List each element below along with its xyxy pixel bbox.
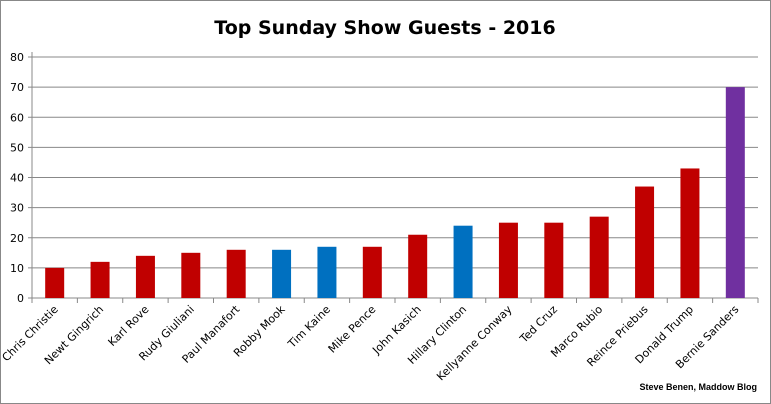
bar-karl-rove	[135, 255, 155, 298]
x-tick-label: Ted Cruz	[517, 303, 560, 346]
chart-title: Top Sunday Show Guests - 2016	[214, 17, 555, 39]
bar-mike-pence	[362, 246, 382, 298]
y-tick-label: 30	[10, 202, 24, 215]
y-tick-label: 0	[17, 292, 24, 305]
bar-kellyanne-conway	[498, 222, 518, 298]
bar-paul-manafort	[226, 249, 246, 298]
bar-reince-priebus	[635, 186, 655, 298]
bar-john-kasich	[408, 234, 428, 298]
bar-ted-cruz	[544, 222, 564, 298]
bar-bernie-sanders	[725, 87, 745, 298]
x-tick-label: Kellyanne Conway	[434, 303, 515, 384]
chart-credit: Steve Benen, Maddow Blog	[639, 382, 757, 392]
y-tick-label: 20	[10, 232, 24, 245]
bar-chris-christie	[45, 267, 65, 298]
bar-donald-trump	[680, 168, 700, 298]
y-tick-label: 80	[10, 51, 24, 64]
bar-marco-rubio	[589, 216, 609, 298]
bar-newt-gingrich	[90, 261, 110, 298]
bar-rudy-giuliani	[181, 252, 201, 298]
x-tick-label: Tim Kaine	[285, 303, 333, 351]
x-tick-label: Karl Rove	[106, 303, 152, 349]
y-tick-label: 10	[10, 262, 24, 275]
bar-tim-kaine	[317, 246, 337, 298]
y-tick-label: 70	[10, 81, 24, 94]
bar-robby-mook	[272, 249, 292, 298]
y-tick-label: 50	[10, 141, 24, 154]
bar-hillary-clinton	[453, 225, 473, 298]
y-tick-label: 60	[10, 111, 24, 124]
y-tick-label: 40	[10, 172, 24, 185]
